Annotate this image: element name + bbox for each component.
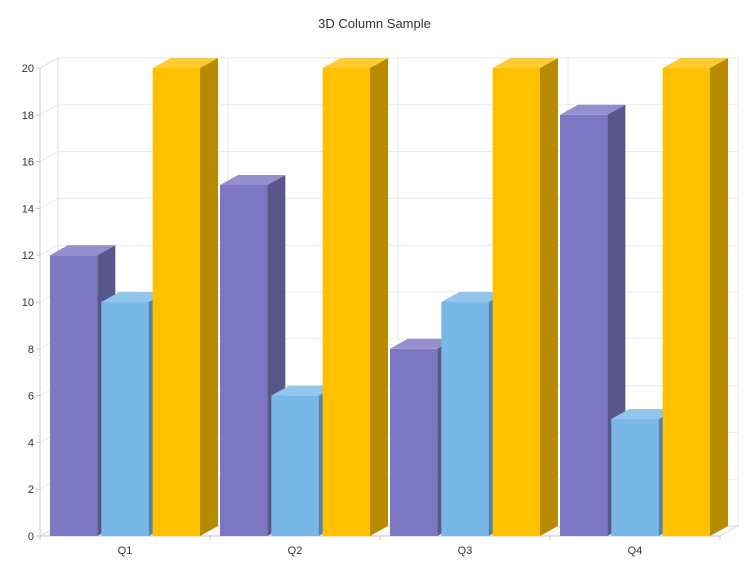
bar-front-face xyxy=(560,114,608,537)
bar[interactable] xyxy=(662,58,728,536)
x-axis-ticks: Q1 Q2 Q3 Q4 xyxy=(39,536,721,557)
bar-front-face xyxy=(322,68,370,536)
bar-top-face xyxy=(441,292,507,302)
category-group-q1 xyxy=(50,58,218,536)
gridline-side xyxy=(39,197,59,209)
bar-front-face xyxy=(220,185,268,536)
bar-front-face xyxy=(152,68,200,536)
bar-front-face xyxy=(441,302,489,536)
x-tick-label: Q4 xyxy=(628,545,643,557)
bars xyxy=(50,58,728,537)
y-tick-label: 12 xyxy=(22,250,34,262)
y-tick-label: 8 xyxy=(28,344,34,356)
bar-front-face xyxy=(662,68,710,536)
bar-top-face xyxy=(322,58,388,68)
bar-side-face xyxy=(200,58,218,536)
bar-front-face xyxy=(492,68,540,536)
bar[interactable] xyxy=(322,58,388,536)
bar-top-face xyxy=(492,58,558,68)
bar-top-face xyxy=(50,245,116,256)
bar[interactable] xyxy=(492,58,558,536)
bar-top-face xyxy=(101,292,167,302)
bar[interactable] xyxy=(152,58,218,536)
gridline-side xyxy=(39,151,59,163)
bar-side-face xyxy=(710,58,728,536)
bar-top-face xyxy=(662,58,728,68)
bar-front-face xyxy=(611,419,659,536)
y-tick-label: 14 xyxy=(22,203,34,215)
category-group-q3 xyxy=(390,58,558,536)
y-tick-label: 20 xyxy=(22,63,34,75)
gridline-side xyxy=(39,244,59,256)
y-tick-label: 10 xyxy=(22,297,34,309)
y-tick-label: 18 xyxy=(22,110,34,122)
y-tick-label: 0 xyxy=(28,531,34,543)
bar-top-face xyxy=(390,338,456,349)
category-group-q4 xyxy=(560,58,728,537)
y-tick-label: 16 xyxy=(22,157,34,169)
bar-top-face xyxy=(560,104,626,115)
x-tick-label: Q3 xyxy=(458,545,473,557)
gridline-side xyxy=(39,104,59,116)
bar-front-face xyxy=(271,395,319,536)
y-tick-label: 4 xyxy=(28,437,34,449)
chart-title: 3D Column Sample xyxy=(318,16,431,31)
category-group-q2 xyxy=(220,58,388,536)
x-tick-label: Q2 xyxy=(288,545,303,557)
bar-front-face xyxy=(101,302,149,536)
bar-front-face xyxy=(50,255,98,536)
y-tick-label: 2 xyxy=(28,484,34,496)
bar-top-face xyxy=(152,58,218,68)
bar-top-face xyxy=(271,385,337,396)
bar-side-face xyxy=(540,58,558,536)
bar-top-face xyxy=(220,175,286,185)
bar-front-face xyxy=(390,348,438,536)
bar-top-face xyxy=(611,409,677,419)
bar-side-face xyxy=(370,58,388,536)
y-axis-ticks: 0 2 4 6 8 10 12 14 16 18 20 xyxy=(22,63,40,543)
x-tick-label: Q1 xyxy=(118,545,133,557)
y-tick-label: 6 xyxy=(28,391,34,403)
